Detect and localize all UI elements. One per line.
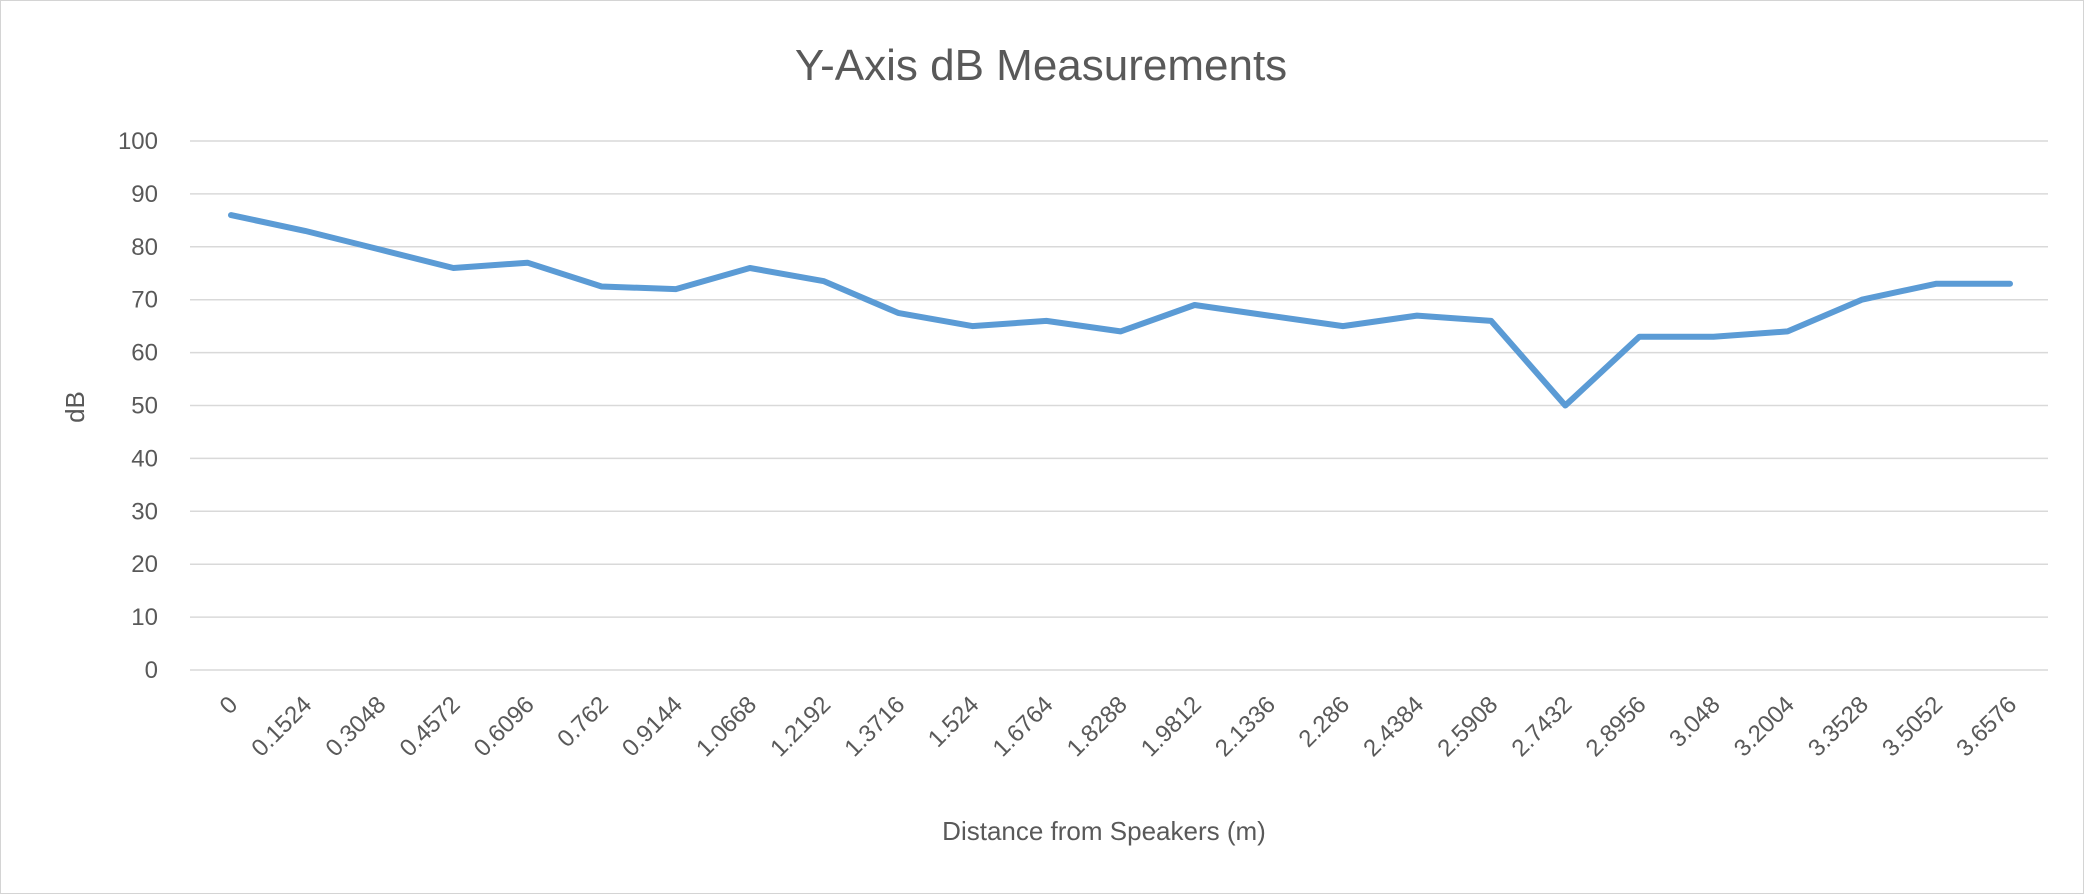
y-tick-label: 90 bbox=[131, 181, 158, 208]
y-tick-label: 100 bbox=[118, 128, 158, 155]
x-tick-label: 0 bbox=[215, 691, 244, 720]
y-tick-label: 60 bbox=[131, 340, 158, 367]
x-tick-label: 3.5052 bbox=[1877, 691, 1948, 762]
x-tick-label: 0.4572 bbox=[395, 691, 466, 762]
x-tick-label: 3.048 bbox=[1664, 691, 1726, 753]
y-tick-label: 50 bbox=[131, 393, 158, 420]
y-tick-label: 40 bbox=[131, 445, 158, 472]
data-point bbox=[1861, 299, 1863, 301]
x-tick-label: 0.1524 bbox=[246, 691, 317, 762]
series-line-0 bbox=[228, 212, 2013, 409]
x-axis-title: Distance from Speakers (m) bbox=[942, 816, 1266, 846]
data-point bbox=[304, 230, 306, 232]
gridlines bbox=[190, 140, 2048, 671]
data-point bbox=[1713, 336, 1714, 338]
y-axis-title: dB bbox=[60, 391, 90, 423]
data-point bbox=[1490, 320, 1492, 322]
y-axis-tick-labels: 0 10 20 30 40 50 60 70 80 90 100 bbox=[118, 128, 158, 684]
y-tick-label: 20 bbox=[131, 551, 158, 578]
x-tick-label: 2.286 bbox=[1294, 691, 1356, 753]
x-tick-label: 2.8956 bbox=[1581, 691, 1652, 762]
y-tick-label: 30 bbox=[131, 498, 158, 525]
x-tick-label: 2.1336 bbox=[1210, 691, 1281, 762]
data-point bbox=[749, 267, 751, 269]
data-point bbox=[1194, 304, 1196, 306]
x-tick-label: 3.2004 bbox=[1729, 691, 1800, 762]
data-point bbox=[1120, 330, 1121, 332]
x-tick-label: 3.3528 bbox=[1803, 691, 1874, 762]
data-point bbox=[1268, 315, 1270, 317]
data-point bbox=[1787, 330, 1789, 332]
y-tick-label: 70 bbox=[131, 287, 158, 314]
x-axis-tick-labels: 0 0.1524 0.3048 0.4572 0.6096 0.762 0.9144 1.06… bbox=[215, 691, 2023, 762]
chart-title: Y-Axis dB Measurements bbox=[795, 41, 1287, 90]
data-point bbox=[1045, 320, 1047, 322]
x-tick-label: 0.9144 bbox=[617, 691, 688, 762]
data-point bbox=[1935, 283, 1937, 285]
x-tick-label: 1.6764 bbox=[988, 691, 1059, 762]
y-tick-label: 0 bbox=[145, 657, 158, 684]
x-tick-label: 3.6576 bbox=[1951, 691, 2022, 762]
data-point bbox=[897, 312, 899, 314]
data-point bbox=[1416, 315, 1418, 317]
y-tick-label: 80 bbox=[131, 234, 158, 261]
x-tick-label: 0.6096 bbox=[469, 691, 540, 762]
data-point bbox=[1564, 405, 1566, 406]
x-tick-label: 1.8288 bbox=[1062, 691, 1133, 762]
x-tick-label: 1.524 bbox=[923, 691, 985, 753]
data-point bbox=[971, 325, 973, 327]
x-tick-label: 1.0668 bbox=[691, 691, 762, 762]
data-point bbox=[1638, 336, 1640, 338]
data-point bbox=[230, 214, 232, 216]
data-point bbox=[378, 248, 380, 250]
x-tick-label: 1.3716 bbox=[839, 691, 910, 762]
data-point bbox=[1342, 325, 1344, 327]
series-layer bbox=[228, 212, 2013, 409]
x-tick-label: 1.9812 bbox=[1136, 691, 1207, 762]
x-tick-label: 2.7432 bbox=[1506, 691, 1577, 762]
x-tick-label: 0.762 bbox=[552, 691, 614, 753]
data-point bbox=[452, 267, 454, 269]
x-tick-label: 2.4384 bbox=[1358, 691, 1429, 762]
data-point bbox=[2009, 283, 2011, 285]
x-tick-label: 1.2192 bbox=[765, 691, 836, 762]
x-tick-label: 0.3048 bbox=[320, 691, 391, 762]
data-point bbox=[823, 280, 825, 282]
data-point bbox=[601, 285, 603, 287]
y-tick-label: 10 bbox=[131, 604, 158, 631]
x-tick-label: 2.5908 bbox=[1432, 691, 1503, 762]
data-point bbox=[675, 288, 677, 290]
data-point bbox=[527, 262, 528, 264]
